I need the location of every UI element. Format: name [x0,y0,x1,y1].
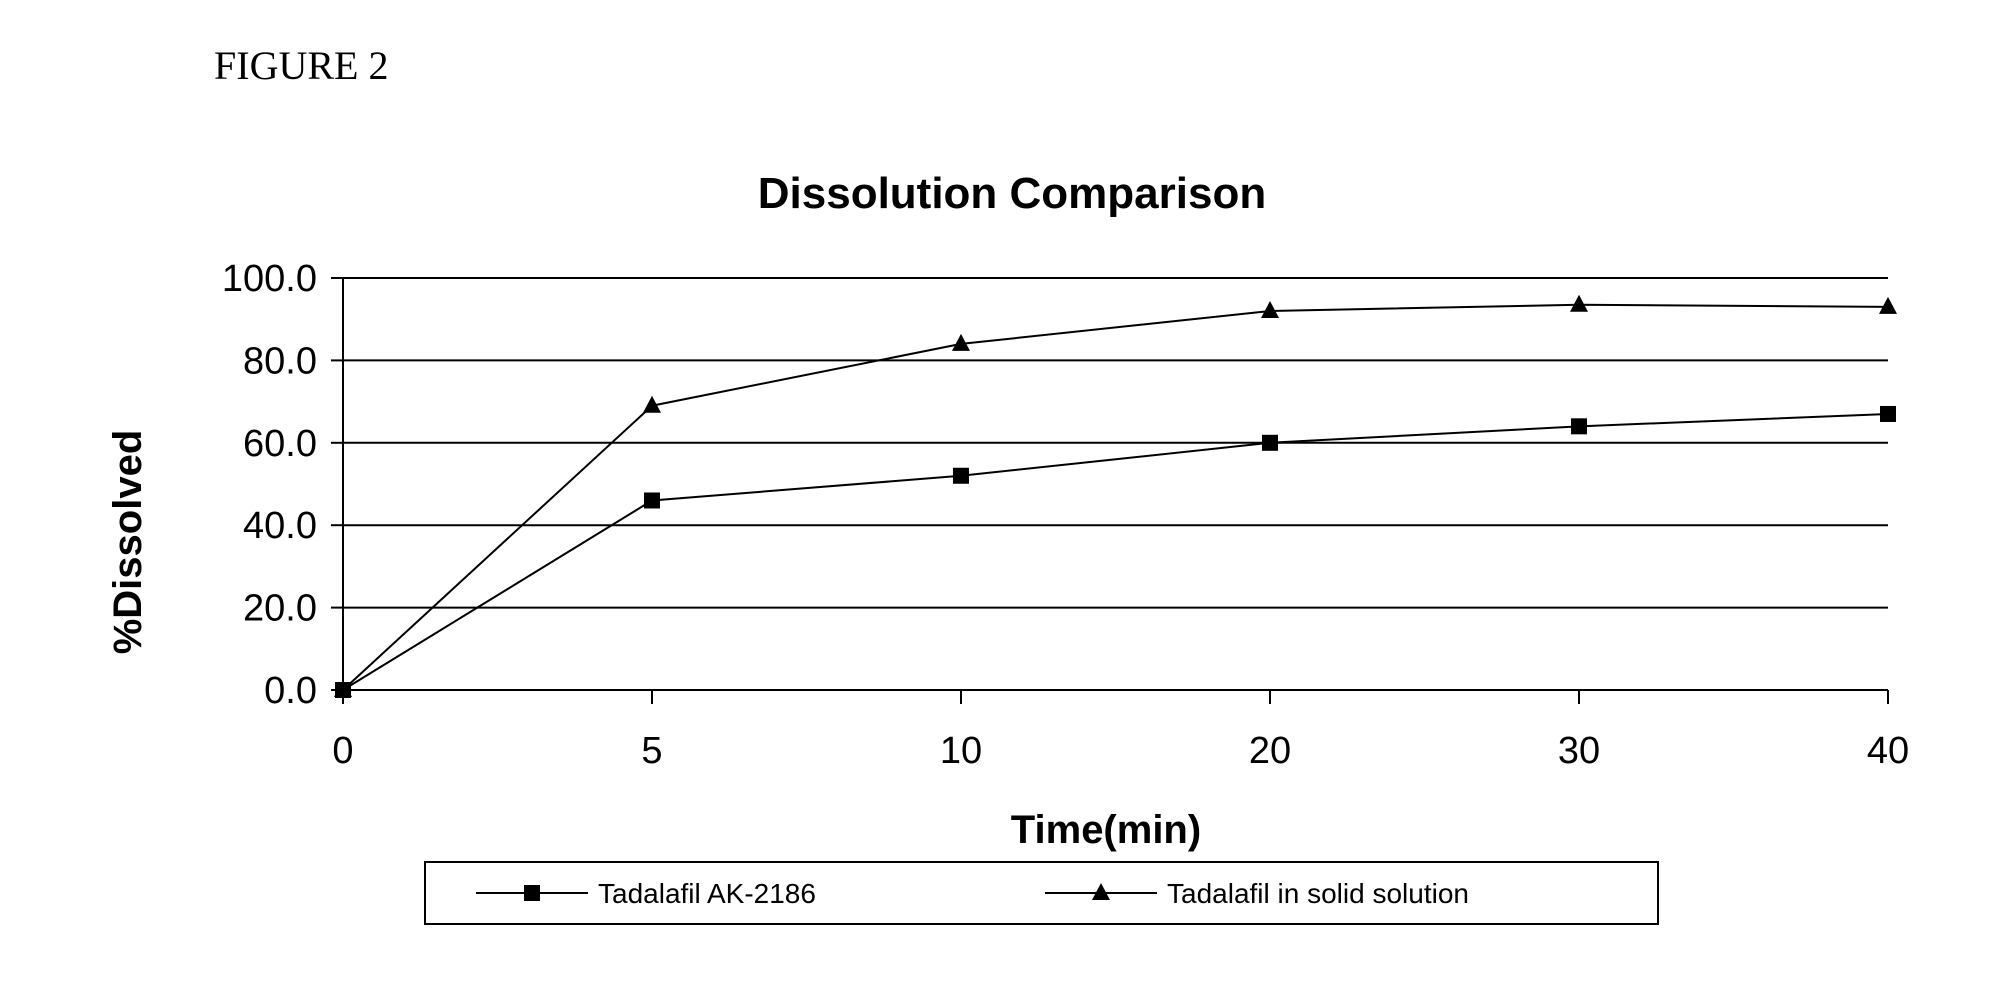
y-axis-title: %Dissolved [106,430,150,655]
legend-label: Tadalafil AK-2186 [598,878,816,909]
series-1 [335,406,1896,698]
y-tick-label: 60.0 [243,423,317,465]
x-tick-label: 30 [1558,730,1600,772]
data-point [644,492,660,508]
chart-title: Dissolution Comparison [758,169,1266,218]
y-tick-label: 80.0 [243,340,317,382]
y-tick-labels: 0.0 20.0 40.0 60.0 80.0 100.0 [222,258,317,712]
x-tick-label: 0 [332,730,353,772]
data-point [1570,295,1588,312]
data-point [1261,301,1279,318]
y-tick-label: 0.0 [264,670,317,712]
y-tick-label: 20.0 [243,588,317,630]
data-point [1880,406,1896,422]
x-tick-label: 20 [1249,730,1291,772]
x-axis-title: Time(min) [1011,808,1201,852]
data-point [1571,418,1587,434]
series-line [343,305,1888,690]
data-point [1262,435,1278,451]
data-point [953,468,969,484]
x-tick-label: 5 [641,730,662,772]
x-tick-label: 10 [940,730,982,772]
series-line [343,414,1888,690]
data-series [334,295,1897,698]
x-tick-labels: 0 5 10 20 30 40 [332,730,1909,772]
legend-marker [524,885,540,901]
axes [331,278,1888,704]
y-tick-label: 100.0 [222,258,317,300]
data-point [1879,297,1897,314]
series-2 [334,295,1897,697]
y-tick-label: 40.0 [243,505,317,547]
legend-label: Tadalafil in solid solution [1167,878,1469,909]
legend: Tadalafil AK-2186 Tadalafil in solid solu… [425,862,1658,924]
x-tick-label: 40 [1867,730,1909,772]
